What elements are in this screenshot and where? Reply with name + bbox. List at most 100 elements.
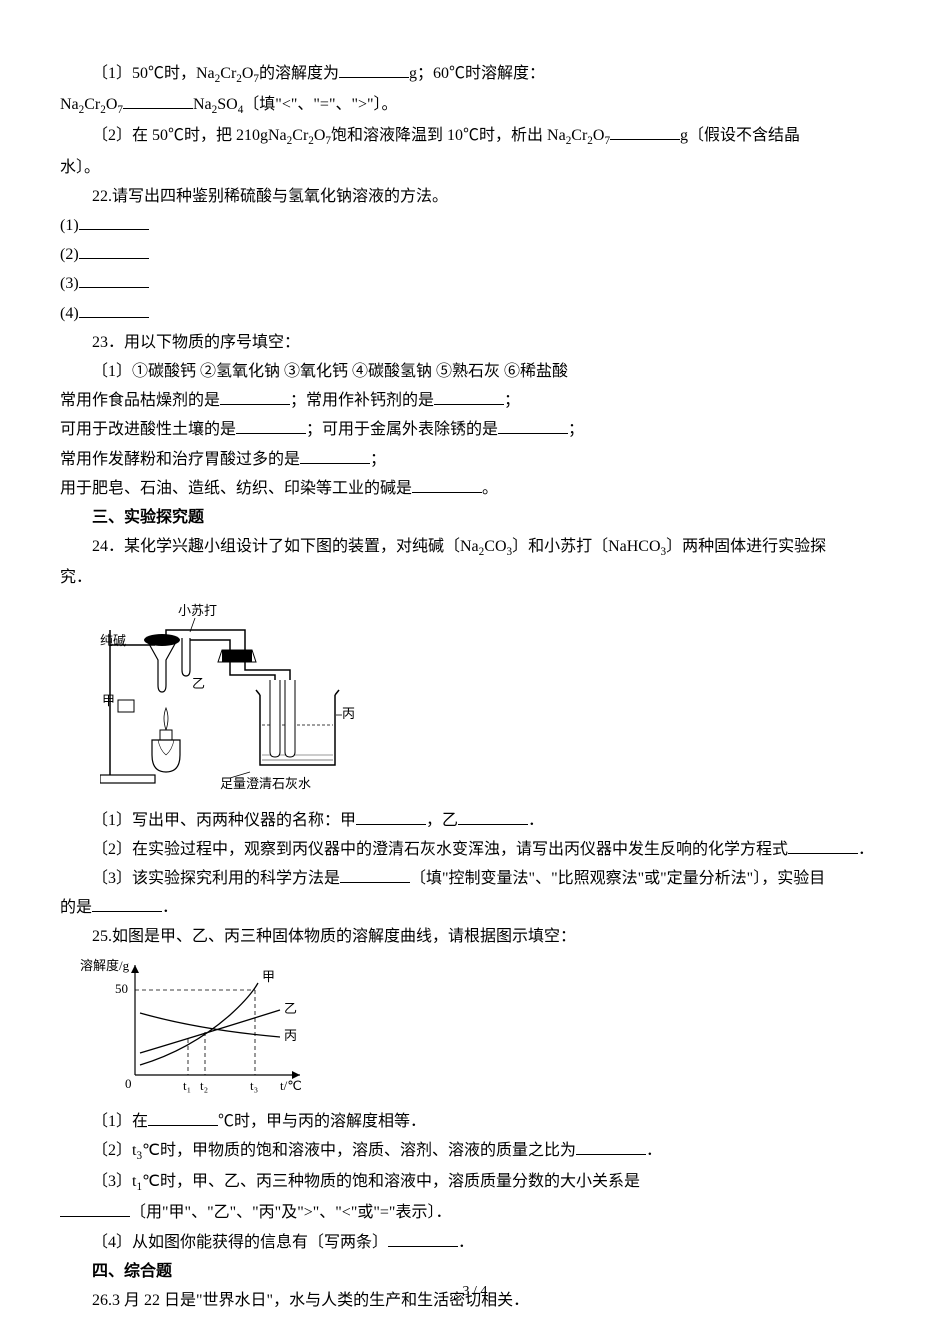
text: ． [162, 899, 178, 916]
yi-label: 乙 [192, 676, 205, 691]
blank [412, 477, 482, 493]
q24-1: 〔1〕写出甲、丙两种仪器的名称：甲，乙． [60, 807, 890, 834]
text: 。 [482, 480, 498, 497]
blank [434, 389, 504, 405]
text: ． [646, 1142, 662, 1159]
text: 〔1〕①碳酸钙 ②氢氧化钠 ③氧化钙 ④碳酸氢钠 ⑤熟石灰 ⑥稀盐酸 [92, 363, 568, 380]
blank [388, 1231, 458, 1247]
q23-d: 用于肥皂、石油、造纸、纺织、印染等工业的碱是 。 [60, 475, 890, 502]
q25-4: 〔4〕从如图你能获得的信息有〔写两条〕 ． [60, 1229, 890, 1256]
text: 〔2〕t [92, 1142, 136, 1159]
text: 22.请写出四种鉴别稀硫酸与氢氧化钠溶液的方法。 [92, 188, 448, 205]
text: 〔4〕从如图你能获得的信息有〔写两条〕 [92, 1234, 388, 1251]
text: Cr [571, 127, 587, 144]
q24-3b: 的是． [60, 894, 890, 921]
q22-1: (1) [60, 212, 890, 239]
blank [79, 302, 149, 318]
text: ℃时，甲、乙、丙三种物质的饱和溶液中，溶质质量分数的大小关系是 [142, 1173, 640, 1190]
text: 〔3〕该实验探究利用的科学方法是 [92, 870, 340, 887]
text: 24．某化学兴趣小组设计了如下图的装置，对纯碱〔Na [92, 538, 479, 555]
text: 究． [60, 569, 92, 586]
q24-3: 〔3〕该实验探究利用的科学方法是〔填"控制变量法"、"比照观察法"或"定量分析法… [60, 865, 890, 892]
blank [123, 93, 193, 109]
text: 〔用"甲"、"乙"、"丙"及">"、"<"或"="表示〕． [130, 1204, 451, 1221]
bottom-label: 足量澄清石灰水 [220, 776, 311, 790]
jia-curve-label: 甲 [262, 969, 275, 984]
text: 三、实验探究题 [92, 509, 204, 526]
text: ；常用作补钙剂的是 [290, 392, 434, 409]
text: 25.如图是甲、乙、丙三种固体物质的溶解度曲线，请根据图示填空： [92, 928, 576, 945]
q25-2: 〔2〕t3℃时，甲物质的饱和溶液中，溶质、溶剂、溶液的质量之比为． [60, 1137, 890, 1166]
q21-line3b: 水〕。 [60, 154, 890, 181]
blank [498, 418, 568, 434]
text: ；可用于金属外表除锈的是 [306, 421, 498, 438]
text: (2) [60, 246, 79, 263]
text: ； [370, 451, 386, 468]
jia-label: 甲 [102, 693, 115, 708]
text: Cr [84, 96, 100, 113]
text: 〔1〕写出甲、丙两种仪器的名称：甲 [92, 812, 356, 829]
text: 饱和溶液降温到 10℃时，析出 Na [331, 127, 566, 144]
text: 3 / 4 [463, 1284, 488, 1299]
blank [458, 809, 528, 825]
solubility-chart: 溶解度/g 50 甲 乙 丙 0 t₁ t₂ t₃ t/℃ [80, 955, 890, 1104]
text: (1) [60, 217, 79, 234]
text: 〕两种固体进行实验探 [666, 538, 826, 555]
bing-curve-label: 丙 [284, 1028, 297, 1043]
text: 四、综合题 [92, 1263, 172, 1280]
text: ； [568, 421, 584, 438]
blank [79, 243, 149, 259]
y50: 50 [115, 981, 128, 996]
blank [79, 214, 149, 230]
text: 〔1〕50℃时，Na [92, 65, 215, 82]
text: ，乙 [426, 812, 458, 829]
text: (4) [60, 305, 79, 322]
text: ． [458, 1234, 474, 1251]
q23-items: 〔1〕①碳酸钙 ②氢氧化钠 ③氧化钙 ④碳酸氢钠 ⑤熟石灰 ⑥稀盐酸 [60, 358, 890, 385]
page-number: 3 / 4 [0, 1280, 950, 1304]
text: Na [60, 96, 79, 113]
apparatus-svg: 小苏打 纯碱 甲 乙 丙 足量澄清石灰水 [100, 600, 360, 790]
blank [356, 809, 426, 825]
blank [236, 418, 306, 434]
text: 常用作食品枯燥剂的是 [60, 392, 220, 409]
text: Cr [220, 65, 236, 82]
blank [339, 62, 409, 78]
q21-line2: Na2Cr2O7Na2SO4〔填"<"、"="、">"〕。 [60, 91, 890, 120]
q22-4: (4) [60, 300, 890, 327]
q24-2: 〔2〕在实验过程中，观察到丙仪器中的澄清石灰水变浑浊，请写出丙仪器中发生反响的化… [60, 836, 890, 863]
text: 〔2〕在 50℃时，把 210gNa [92, 127, 287, 144]
text: (3) [60, 275, 79, 292]
blank [340, 867, 410, 883]
q21-line3: 〔2〕在 50℃时，把 210gNa2Cr2O7饱和溶液降温到 10℃时，析出 … [60, 122, 890, 151]
t2: t₂ [200, 1078, 208, 1093]
text: Na [193, 96, 212, 113]
t3: t₃ [250, 1078, 258, 1093]
text: ． [858, 841, 874, 858]
text: O [593, 127, 605, 144]
text: O [106, 96, 118, 113]
q21-line1: 〔1〕50℃时，Na2Cr2O7的溶解度为g；60℃时溶解度： [60, 60, 890, 89]
q23-a: 常用作食品枯燥剂的是 ；常用作补钙剂的是 ； [60, 387, 890, 414]
chart-svg: 溶解度/g 50 甲 乙 丙 0 t₁ t₂ t₃ t/℃ [80, 955, 330, 1095]
xiaosuoda-label: 小苏打 [178, 603, 217, 618]
blank [576, 1139, 646, 1155]
xlabel: t/℃ [280, 1078, 302, 1093]
chunjian-label: 纯碱 [100, 633, 126, 648]
blank [788, 838, 858, 854]
blank [148, 1110, 218, 1126]
q25-3b: 〔用"甲"、"乙"、"丙"及">"、"<"或"="表示〕． [60, 1199, 890, 1226]
text: 水〕。 [60, 159, 100, 176]
text: ； [504, 392, 520, 409]
text: 可用于改进酸性土壤的是 [60, 421, 236, 438]
text: 用于肥皂、石油、造纸、纺织、印染等工业的碱是 [60, 480, 412, 497]
q23-c: 常用作发酵粉和治疗胃酸过多的是； [60, 446, 890, 473]
text: 23．用以下物质的序号填空： [92, 334, 300, 351]
text: ℃时，甲与丙的溶解度相等． [218, 1113, 426, 1130]
text: ℃时，甲物质的饱和溶液中，溶质、溶剂、溶液的质量之比为 [142, 1142, 576, 1159]
text: 〔3〕t [92, 1173, 136, 1190]
q25-title: 25.如图是甲、乙、丙三种固体物质的溶解度曲线，请根据图示填空： [60, 923, 890, 950]
q23-b: 可用于改进酸性土壤的是 ；可用于金属外表除锈的是 ； [60, 416, 890, 443]
q23-title: 23．用以下物质的序号填空： [60, 329, 890, 356]
zero: 0 [125, 1076, 132, 1091]
